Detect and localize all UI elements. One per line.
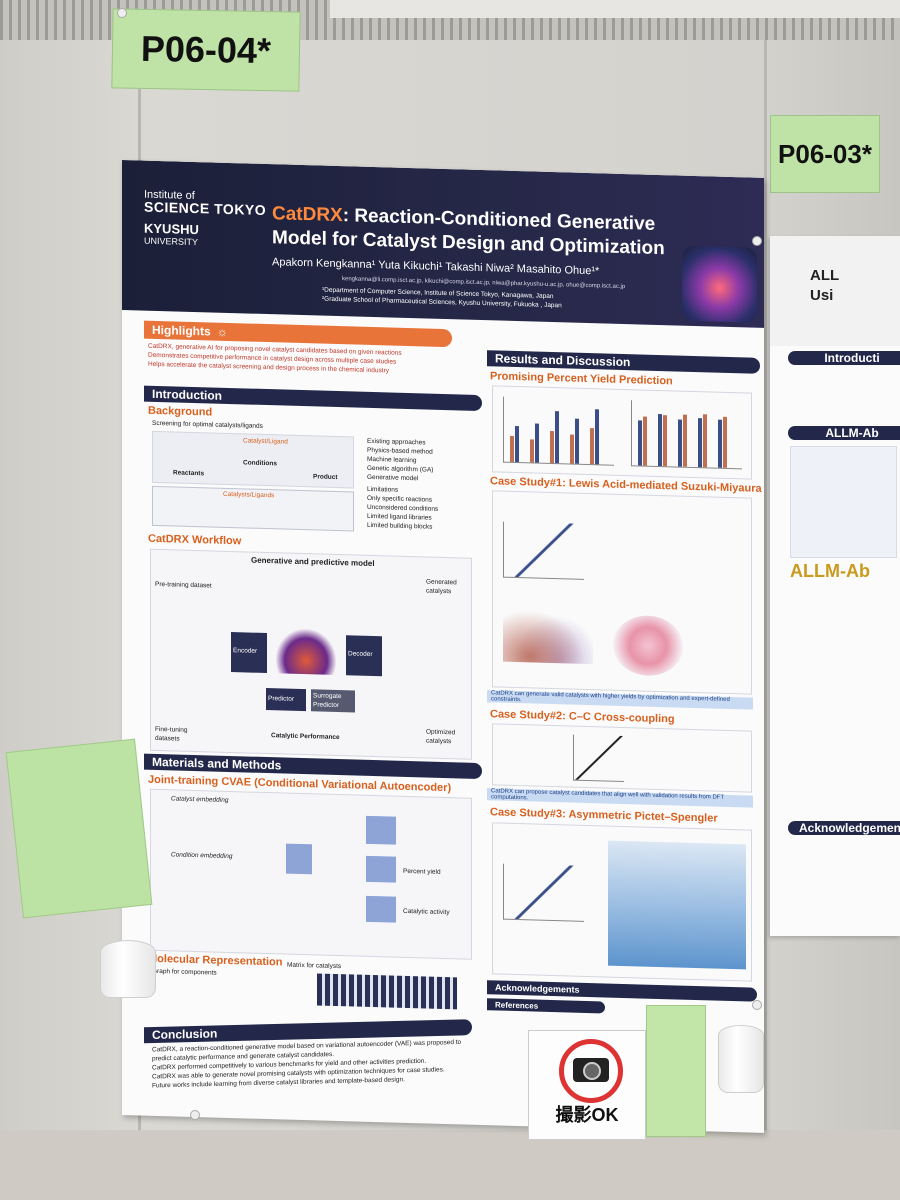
- neighbour-cycle-diagram: [790, 446, 897, 558]
- cvae-decoder-block: [366, 815, 396, 845]
- selectivity-heatmap: [608, 840, 746, 970]
- paper-cup: [100, 940, 156, 998]
- photo-ok-text: 撮影OK: [555, 1105, 619, 1125]
- paper-cup: [718, 1025, 764, 1093]
- product-label: Product: [313, 473, 338, 482]
- title-highlight: CatDRX: [272, 203, 343, 227]
- pushpin: [752, 1000, 762, 1010]
- highlights-heading-text: Highlights: [152, 322, 211, 339]
- neighbour-header: [770, 236, 900, 346]
- reactants-label: Reactants: [173, 469, 205, 478]
- research-poster: Institute of SCIENCE TOKYO KYUSHU UNIVER…: [122, 160, 764, 1133]
- reaction-scheme: Reactants Catalyst/Ligand Conditions Pro…: [152, 430, 354, 489]
- finetuning-label: Fine-tuning datasets: [155, 725, 188, 743]
- neighbour-brand: ALLM-Ab: [790, 561, 870, 581]
- matrix-catalysts-text: Matrix for catalysts: [287, 961, 342, 971]
- approach-item: Generative model: [367, 473, 419, 483]
- neighbour-ack-heading: Acknowledgement: [788, 821, 900, 835]
- case3-parity-plot: [503, 863, 584, 922]
- logo-main-text: SCIENCE TOKYO: [144, 198, 267, 219]
- neighbour-intro-heading: Introducti: [788, 351, 900, 365]
- board-label-left: P06-04*: [111, 8, 301, 92]
- board-label-right: P06-03*: [770, 115, 880, 193]
- adjacency-matrix: [317, 973, 457, 1010]
- screening-text: Screening for optimal catalysts/ligands: [152, 419, 263, 430]
- performance-label: Catalytic Performance: [271, 732, 340, 742]
- generated-label: Generated catalysts: [426, 578, 457, 596]
- cvae-surrogate-block: [366, 895, 396, 923]
- poster-header: Institute of SCIENCE TOKYO KYUSHU UNIVER…: [122, 160, 764, 328]
- bar-chart-left: [503, 396, 614, 466]
- decoder-label: Decoder: [348, 650, 373, 658]
- case-study-1-figures: [492, 490, 752, 695]
- yield-heading: Promising Percent Yield Prediction: [490, 370, 673, 388]
- wall-seam: [764, 40, 767, 1200]
- predictor-label: Predictor: [268, 695, 295, 703]
- parity-plot: [503, 521, 584, 580]
- encoder-label: Encoder: [233, 647, 258, 655]
- neighbour-poster: ALL Usi Introducti ALLM-Ab ALLM-Ab Ackno…: [770, 236, 900, 936]
- surrogate-label: Surrogate Predictor: [313, 692, 342, 710]
- cvae-encoder-block: [286, 843, 312, 875]
- neighbour-title-line: ALL: [810, 267, 840, 284]
- catalysts-ligands-label: Catalysts/Ligands: [223, 490, 275, 500]
- pushpin: [190, 1110, 200, 1120]
- catalyst-embedding-label: Catalyst embedding: [171, 795, 229, 804]
- background-heading: Background: [148, 404, 213, 419]
- lightbulb-icon: ☼: [216, 324, 228, 339]
- workflow-diagram: Generative and predictive model Pre-trai…: [150, 548, 472, 760]
- neighbour-section-heading: ALLM-Ab: [788, 426, 900, 440]
- kyushu-logo: KYUSHU UNIVERSITY: [144, 221, 199, 249]
- existing-approaches: Existing approaches Physics-based method…: [367, 437, 467, 533]
- pushpin: [117, 8, 127, 18]
- latent-space-landscape: [276, 628, 336, 675]
- science-tokyo-logo: Institute of SCIENCE TOKYO: [144, 189, 266, 218]
- condition-embedding-label: Condition embedding: [171, 851, 233, 861]
- cvae-architecture-diagram: Catalyst embedding Condition embedding P…: [150, 788, 472, 960]
- bar-chart-right: [631, 400, 742, 470]
- pushpin: [752, 236, 762, 246]
- yield-bar-charts: [492, 385, 752, 480]
- neighbour-title: ALL Usi: [810, 266, 839, 306]
- highlights-list: CatDRX, generative AI for proposing nove…: [148, 342, 448, 377]
- references-heading: References: [487, 998, 605, 1014]
- percent-yield-label: Percent yield: [403, 867, 441, 876]
- floor: [0, 1130, 900, 1200]
- dft-parity-plot: [573, 734, 624, 783]
- conclusion-list: CatDRX, a reaction-conditioned generativ…: [152, 1037, 482, 1090]
- case-study-2-figures: [492, 723, 752, 793]
- catalyst-ligand-label: Catalyst/Ligand: [243, 437, 288, 446]
- ceiling-beam: [330, 0, 900, 18]
- kyushu-sub-text: UNIVERSITY: [144, 235, 199, 248]
- optimization-scatter: [613, 614, 683, 677]
- limitation-item: Limited building blocks: [367, 521, 433, 531]
- optimized-label: Optimized catalysts: [426, 728, 456, 746]
- green-schedule-note: [5, 738, 153, 919]
- cvae-predictor-block: [366, 855, 396, 883]
- distribution-plot: [503, 601, 593, 665]
- case-study-3-heading: Case Study#3: Asymmetric Pictet–Spengler: [490, 806, 718, 825]
- conditions-label: Conditions: [243, 459, 277, 468]
- graph-components-text: Graph for components: [152, 967, 217, 977]
- camera-icon: [559, 1039, 623, 1103]
- catalytic-activity-label: Catalytic activity: [403, 907, 450, 917]
- green-schedule-note-right: [646, 1005, 706, 1137]
- pretraining-label: Pre-training dataset: [155, 580, 212, 590]
- neighbour-title-line: Usi: [810, 287, 834, 304]
- photo-ok-sign: 撮影OK: [528, 1030, 646, 1140]
- catalyst-crystal-illustration: [682, 245, 757, 323]
- molecular-representation-heading: Molecular Representation: [148, 952, 283, 969]
- results-heading: Results and Discussion: [487, 350, 760, 374]
- case-study-2-heading: Case Study#2: C–C Cross-coupling: [490, 708, 675, 726]
- workflow-heading: CatDRX Workflow: [148, 532, 242, 548]
- case-study-3-figures: [492, 822, 752, 982]
- catalyst-library-box: Catalysts/Ligands: [152, 485, 354, 532]
- poster-title: CatDRX: Reaction-Conditioned Generative …: [272, 202, 712, 262]
- workflow-subtitle: Generative and predictive model: [251, 555, 375, 569]
